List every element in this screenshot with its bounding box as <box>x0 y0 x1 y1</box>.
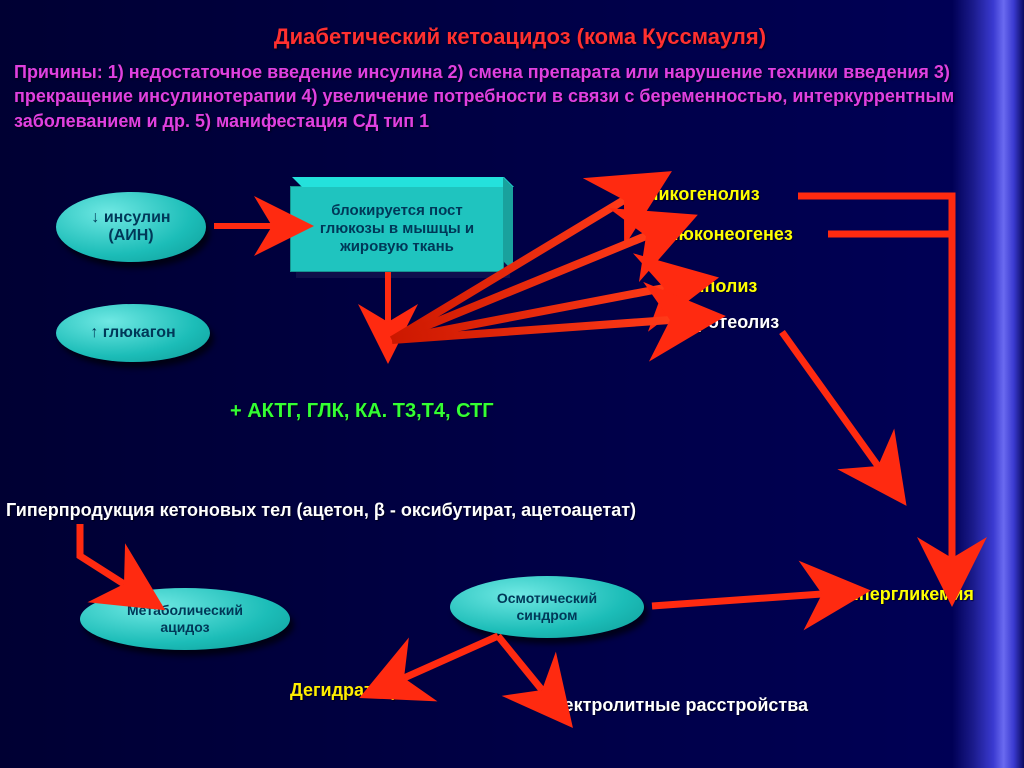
slide-title: Диабетический кетоацидоз (кома Куссмауля… <box>170 24 870 50</box>
node-metabolic-acidosis: Метаболический ацидоз <box>80 588 290 650</box>
label-lipolysis: липолиз <box>682 276 757 297</box>
label-electrolytes: Электролитные расстройства <box>540 695 808 716</box>
label-ketone-production: Гиперпродукция кетоновых тел (ацетон, β … <box>6 500 636 521</box>
node-glucagon: ↑ глюкагон <box>56 304 210 362</box>
label-glycogenolysis: гликогенолиз <box>640 184 760 205</box>
label-gluconeogenesis: глюконеогенез <box>660 224 793 245</box>
label-hyperglycemia: Гипергликемия <box>838 584 974 605</box>
causes-paragraph: Причины: 1) недостаточное введение инсул… <box>14 60 1016 133</box>
node-glucose-block: блокируется пост глюкозы в мышцы и жиров… <box>290 186 504 272</box>
label-hormones: + АКТГ, ГЛК, КА. Т3,Т4, СТГ <box>230 400 494 423</box>
label-dehydration: Дегидратация <box>290 680 416 701</box>
node-osmotic-syndrome: Осмотический синдром <box>450 576 644 638</box>
label-proteolysis: протеолиз <box>686 312 779 333</box>
node-insulin: ↓ инсулин (АИН) <box>56 192 206 262</box>
